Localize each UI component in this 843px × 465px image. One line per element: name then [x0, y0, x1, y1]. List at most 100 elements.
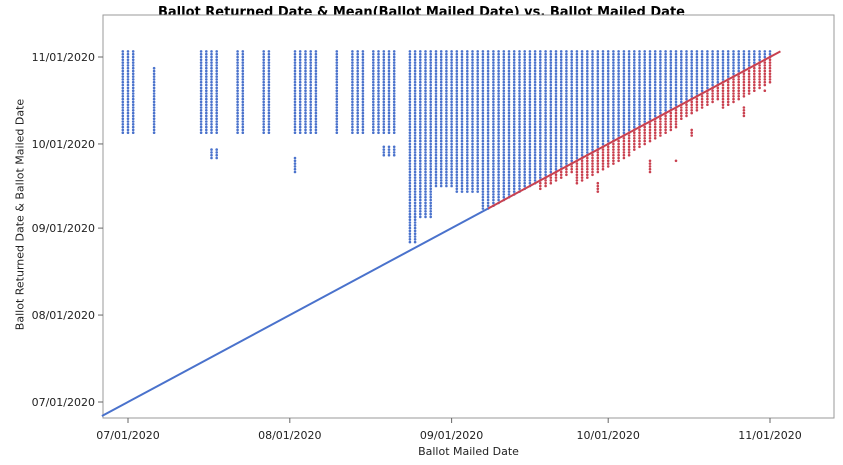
- returned-point: [591, 75, 594, 78]
- returned-point: [695, 80, 699, 84]
- returned-point: [528, 125, 532, 129]
- returned-point: [356, 69, 360, 73]
- returned-point: [643, 50, 646, 53]
- returned-point: [502, 111, 506, 115]
- returned-point: [518, 173, 521, 177]
- returned-point: [471, 117, 474, 120]
- returned-point: [314, 66, 318, 70]
- returned-point: [439, 86, 443, 90]
- mean_mailed-point: [763, 89, 767, 92]
- returned-point: [424, 50, 427, 53]
- returned-point: [466, 190, 469, 193]
- returned-point: [351, 117, 354, 120]
- returned-point: [392, 66, 396, 70]
- returned-point: [372, 114, 375, 118]
- returned-point: [669, 52, 673, 56]
- returned-point: [617, 134, 620, 137]
- returned-point: [528, 50, 532, 53]
- returned-point: [633, 83, 636, 87]
- mean_mailed-point: [763, 64, 767, 67]
- returned-point: [298, 64, 302, 67]
- returned-point: [439, 114, 443, 118]
- returned-point: [596, 137, 600, 140]
- returned-point: [559, 139, 563, 143]
- returned-point: [497, 72, 500, 76]
- returned-point: [533, 55, 537, 59]
- mean_mailed-point: [674, 120, 678, 123]
- returned-point: [497, 151, 500, 154]
- returned-point: [199, 109, 203, 112]
- returned-point: [606, 78, 610, 81]
- returned-point: [471, 64, 474, 67]
- returned-point: [215, 92, 218, 95]
- returned-point: [544, 120, 547, 123]
- returned-point: [497, 111, 500, 115]
- returned-point: [152, 131, 156, 134]
- returned-point: [539, 153, 542, 157]
- returned-point: [450, 156, 453, 160]
- returned-point: [476, 142, 480, 146]
- returned-point: [377, 86, 380, 90]
- returned-point: [455, 148, 459, 151]
- returned-point: [502, 145, 506, 149]
- returned-point: [633, 61, 636, 64]
- returned-point: [539, 75, 542, 78]
- returned-point: [575, 55, 579, 59]
- returned-point: [121, 52, 125, 56]
- returned-point: [471, 170, 474, 174]
- returned-point: [413, 218, 417, 221]
- returned-point: [533, 162, 537, 165]
- returned-point: [471, 86, 474, 90]
- returned-point: [439, 58, 443, 62]
- returned-point: [559, 97, 563, 101]
- returned-point: [466, 92, 469, 95]
- returned-point: [622, 117, 626, 120]
- returned-point: [747, 58, 751, 62]
- returned-point: [121, 109, 125, 112]
- returned-point: [413, 125, 417, 129]
- returned-point: [622, 114, 626, 118]
- returned-point: [476, 159, 480, 163]
- returned-point: [559, 131, 563, 134]
- returned-point: [351, 125, 354, 129]
- returned-point: [382, 153, 386, 157]
- returned-point: [596, 58, 600, 62]
- returned-point: [351, 114, 354, 118]
- returned-point: [638, 103, 641, 106]
- returned-point: [439, 92, 443, 95]
- returned-point: [528, 114, 532, 118]
- mean_mailed-point: [570, 170, 573, 174]
- returned-point: [580, 123, 584, 126]
- returned-point: [486, 55, 490, 59]
- mean_mailed-point: [721, 100, 725, 104]
- returned-point: [700, 64, 704, 67]
- returned-point: [544, 173, 547, 177]
- returned-point: [648, 66, 652, 70]
- returned-point: [199, 89, 203, 92]
- returned-point: [241, 109, 245, 112]
- returned-point: [476, 156, 480, 160]
- returned-point: [335, 103, 339, 106]
- returned-point: [387, 153, 391, 157]
- returned-point: [429, 106, 433, 109]
- returned-point: [314, 86, 318, 90]
- returned-point: [512, 78, 516, 81]
- returned-point: [486, 165, 490, 168]
- returned-point: [711, 78, 714, 81]
- returned-point: [492, 187, 495, 191]
- returned-point: [304, 131, 307, 134]
- returned-point: [471, 176, 474, 179]
- returned-point: [580, 120, 584, 123]
- mean_mailed-point: [768, 61, 772, 64]
- returned-point: [419, 173, 422, 177]
- returned-point: [392, 151, 396, 154]
- returned-point: [387, 97, 391, 101]
- returned-point: [372, 83, 375, 87]
- returned-point: [434, 134, 438, 137]
- returned-point: [267, 58, 271, 62]
- returned-point: [643, 58, 646, 62]
- returned-point: [502, 80, 506, 84]
- returned-point: [617, 66, 620, 70]
- returned-point: [586, 114, 589, 118]
- returned-point: [742, 58, 746, 62]
